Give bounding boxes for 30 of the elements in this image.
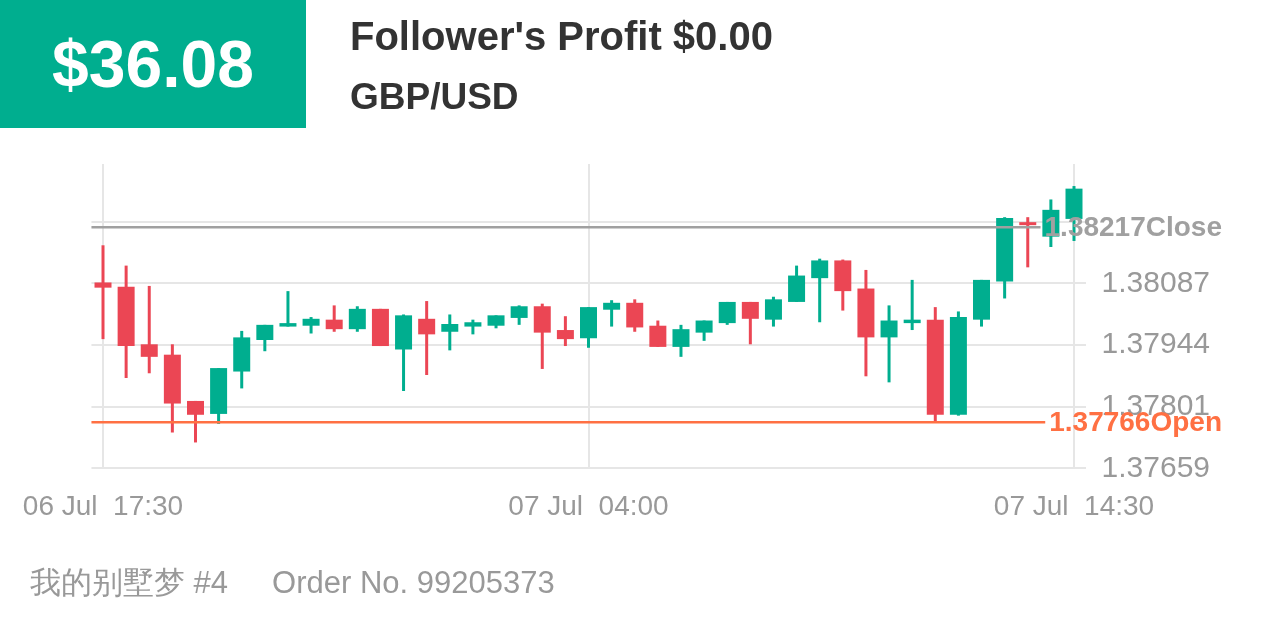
candlestick <box>418 301 436 376</box>
x-tick-label: 07 Jul 14:30 <box>993 489 1155 521</box>
text: 我的别墅梦 #4 <box>30 565 229 600</box>
candlestick <box>672 323 690 357</box>
candlestick <box>256 323 274 353</box>
candlestick <box>140 284 158 374</box>
y-tick-label: 1.38087 <box>1101 264 1211 298</box>
candlestick <box>880 305 898 383</box>
candlestick <box>811 258 829 323</box>
candlestick <box>741 300 759 345</box>
x-tick-label: 07 Jul 04:00 <box>508 489 669 521</box>
text: Order No. 99205373 <box>272 565 555 600</box>
chart-title: Follower's Profit $0.00 <box>350 14 773 59</box>
y-tick-label: 1.37659 <box>1101 449 1211 483</box>
candlestick <box>556 316 574 348</box>
chart-subtitle: GBP/USD <box>350 76 519 118</box>
candlestick <box>348 306 366 332</box>
y-tick-label: 1.37944 <box>1101 326 1211 360</box>
x-tick-label: 06 Jul 17:30 <box>22 489 184 521</box>
text: $36.08 <box>0 0 306 128</box>
candlestick <box>186 399 204 443</box>
candlestick <box>603 300 621 327</box>
candlestick <box>1019 217 1037 268</box>
candlestick <box>649 320 667 347</box>
candlestick <box>94 245 112 341</box>
candlestick <box>325 305 343 332</box>
candlestick <box>764 296 782 327</box>
candlestick <box>441 314 459 351</box>
candlestick <box>510 305 528 325</box>
candlestick <box>279 291 297 327</box>
